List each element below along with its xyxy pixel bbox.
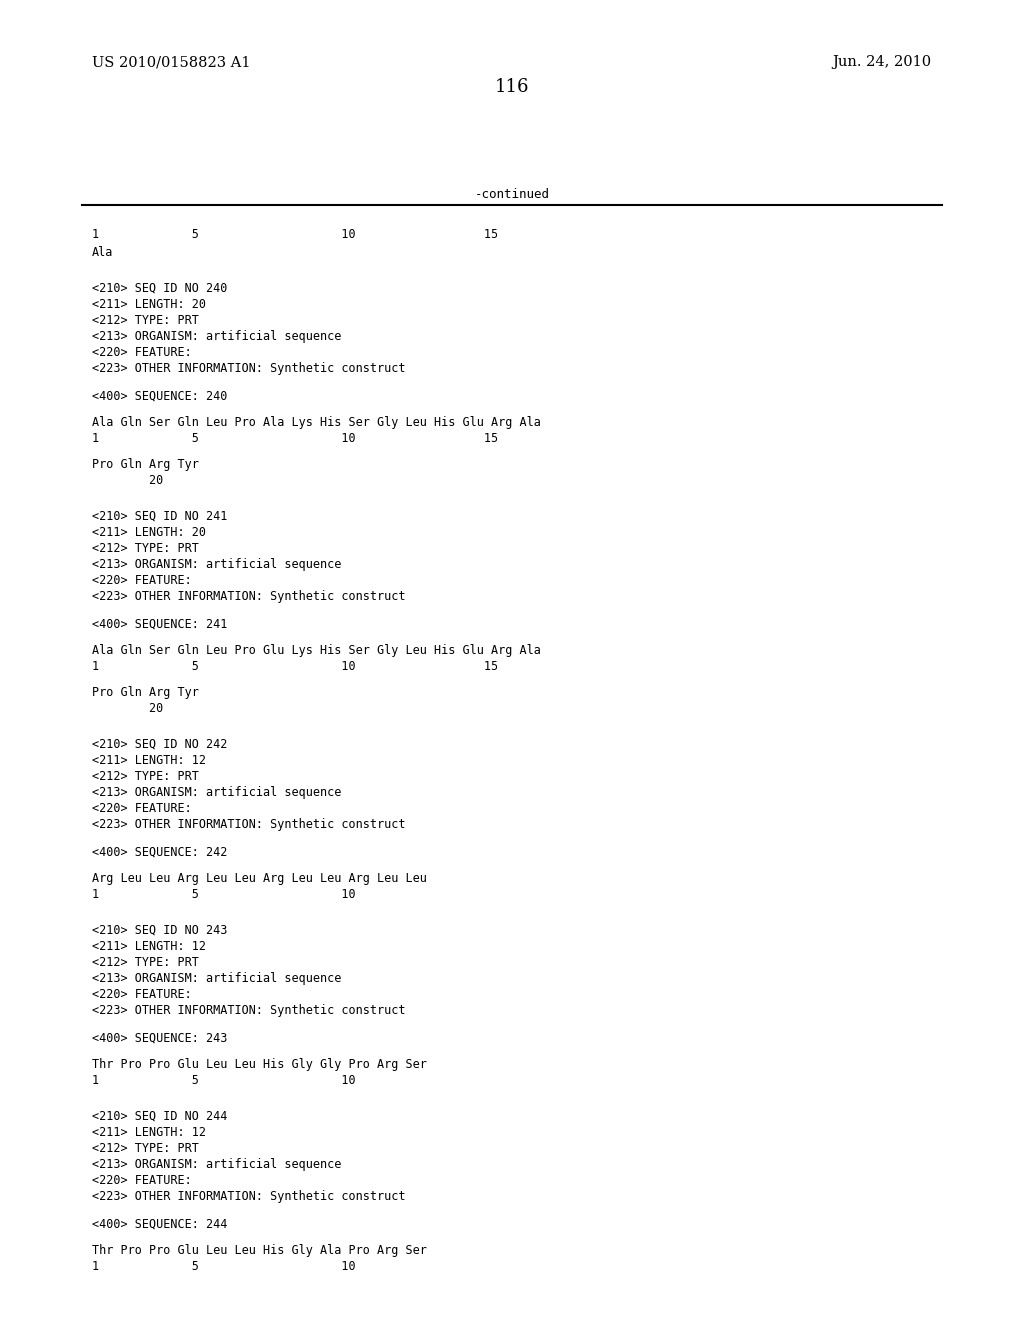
Text: 20: 20 — [92, 474, 164, 487]
Text: Ala Gln Ser Gln Leu Pro Ala Lys His Ser Gly Leu His Glu Arg Ala: Ala Gln Ser Gln Leu Pro Ala Lys His Ser … — [92, 416, 541, 429]
Text: <210> SEQ ID NO 243: <210> SEQ ID NO 243 — [92, 924, 227, 937]
Text: <211> LENGTH: 20: <211> LENGTH: 20 — [92, 298, 206, 312]
Text: -continued: -continued — [474, 187, 550, 201]
Text: <400> SEQUENCE: 240: <400> SEQUENCE: 240 — [92, 389, 227, 403]
Text: <220> FEATURE:: <220> FEATURE: — [92, 574, 191, 587]
Text: <223> OTHER INFORMATION: Synthetic construct: <223> OTHER INFORMATION: Synthetic const… — [92, 590, 406, 603]
Text: Ala: Ala — [92, 246, 114, 259]
Text: <212> TYPE: PRT: <212> TYPE: PRT — [92, 543, 199, 554]
Text: <213> ORGANISM: artificial sequence: <213> ORGANISM: artificial sequence — [92, 972, 342, 985]
Text: <212> TYPE: PRT: <212> TYPE: PRT — [92, 1142, 199, 1155]
Text: <211> LENGTH: 12: <211> LENGTH: 12 — [92, 940, 206, 953]
Text: <223> OTHER INFORMATION: Synthetic construct: <223> OTHER INFORMATION: Synthetic const… — [92, 1005, 406, 1016]
Text: <213> ORGANISM: artificial sequence: <213> ORGANISM: artificial sequence — [92, 1158, 342, 1171]
Text: <220> FEATURE:: <220> FEATURE: — [92, 803, 191, 814]
Text: Pro Gln Arg Tyr: Pro Gln Arg Tyr — [92, 458, 199, 471]
Text: <211> LENGTH: 12: <211> LENGTH: 12 — [92, 1126, 206, 1139]
Text: 1             5                    10                  15: 1 5 10 15 — [92, 660, 499, 673]
Text: 1             5                    10                  15: 1 5 10 15 — [92, 228, 499, 242]
Text: <223> OTHER INFORMATION: Synthetic construct: <223> OTHER INFORMATION: Synthetic const… — [92, 818, 406, 832]
Text: <212> TYPE: PRT: <212> TYPE: PRT — [92, 314, 199, 327]
Text: 1             5                    10                  15: 1 5 10 15 — [92, 432, 499, 445]
Text: <400> SEQUENCE: 244: <400> SEQUENCE: 244 — [92, 1218, 227, 1232]
Text: Arg Leu Leu Arg Leu Leu Arg Leu Leu Arg Leu Leu: Arg Leu Leu Arg Leu Leu Arg Leu Leu Arg … — [92, 873, 427, 884]
Text: <400> SEQUENCE: 243: <400> SEQUENCE: 243 — [92, 1032, 227, 1045]
Text: Thr Pro Pro Glu Leu Leu His Gly Gly Pro Arg Ser: Thr Pro Pro Glu Leu Leu His Gly Gly Pro … — [92, 1059, 427, 1071]
Text: Ala Gln Ser Gln Leu Pro Glu Lys His Ser Gly Leu His Glu Arg Ala: Ala Gln Ser Gln Leu Pro Glu Lys His Ser … — [92, 644, 541, 657]
Text: <213> ORGANISM: artificial sequence: <213> ORGANISM: artificial sequence — [92, 558, 342, 572]
Text: US 2010/0158823 A1: US 2010/0158823 A1 — [92, 55, 251, 69]
Text: Pro Gln Arg Tyr: Pro Gln Arg Tyr — [92, 686, 199, 700]
Text: <210> SEQ ID NO 241: <210> SEQ ID NO 241 — [92, 510, 227, 523]
Text: <212> TYPE: PRT: <212> TYPE: PRT — [92, 956, 199, 969]
Text: <212> TYPE: PRT: <212> TYPE: PRT — [92, 770, 199, 783]
Text: 20: 20 — [92, 702, 164, 715]
Text: <210> SEQ ID NO 244: <210> SEQ ID NO 244 — [92, 1110, 227, 1123]
Text: <210> SEQ ID NO 242: <210> SEQ ID NO 242 — [92, 738, 227, 751]
Text: 1             5                    10: 1 5 10 — [92, 888, 355, 902]
Text: Jun. 24, 2010: Jun. 24, 2010 — [833, 55, 932, 69]
Text: <213> ORGANISM: artificial sequence: <213> ORGANISM: artificial sequence — [92, 785, 342, 799]
Text: <213> ORGANISM: artificial sequence: <213> ORGANISM: artificial sequence — [92, 330, 342, 343]
Text: <210> SEQ ID NO 240: <210> SEQ ID NO 240 — [92, 282, 227, 294]
Text: <223> OTHER INFORMATION: Synthetic construct: <223> OTHER INFORMATION: Synthetic const… — [92, 362, 406, 375]
Text: 116: 116 — [495, 78, 529, 96]
Text: <220> FEATURE:: <220> FEATURE: — [92, 1173, 191, 1187]
Text: <400> SEQUENCE: 241: <400> SEQUENCE: 241 — [92, 618, 227, 631]
Text: <211> LENGTH: 12: <211> LENGTH: 12 — [92, 754, 206, 767]
Text: <400> SEQUENCE: 242: <400> SEQUENCE: 242 — [92, 846, 227, 859]
Text: <220> FEATURE:: <220> FEATURE: — [92, 987, 191, 1001]
Text: <223> OTHER INFORMATION: Synthetic construct: <223> OTHER INFORMATION: Synthetic const… — [92, 1191, 406, 1203]
Text: <211> LENGTH: 20: <211> LENGTH: 20 — [92, 525, 206, 539]
Text: 1             5                    10: 1 5 10 — [92, 1074, 355, 1086]
Text: 1             5                    10: 1 5 10 — [92, 1261, 355, 1272]
Text: Thr Pro Pro Glu Leu Leu His Gly Ala Pro Arg Ser: Thr Pro Pro Glu Leu Leu His Gly Ala Pro … — [92, 1243, 427, 1257]
Text: <220> FEATURE:: <220> FEATURE: — [92, 346, 191, 359]
